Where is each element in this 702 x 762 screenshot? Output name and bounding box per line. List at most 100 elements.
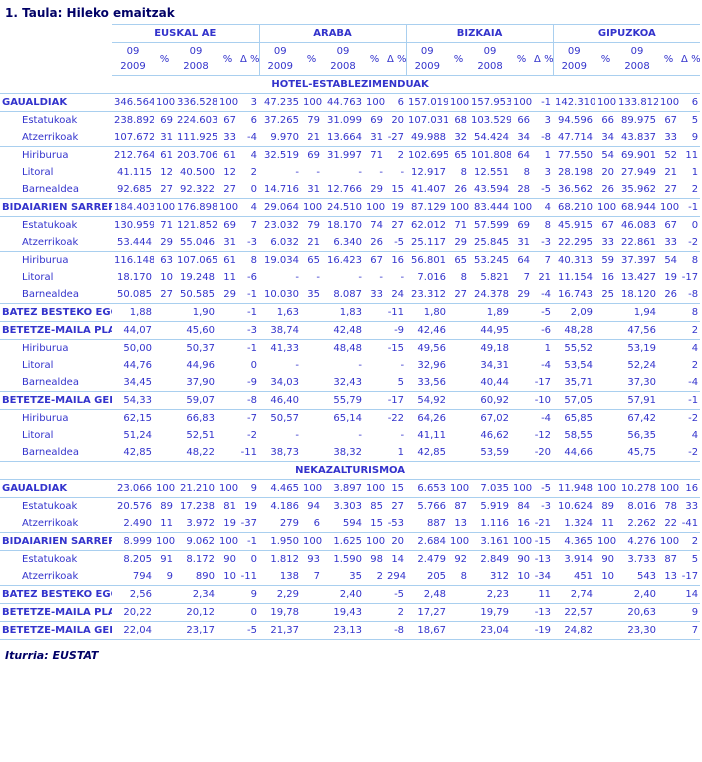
subcolumn-header-line: Δ % [240,53,260,65]
cell: 19,78 [259,603,302,622]
cell: 50.085 [112,286,154,304]
cell [511,621,533,640]
cell: 32,96 [417,360,447,371]
table-row: BETETZE-MAILA GELAKA22,04 23,17 -521,37 23,… [0,621,701,640]
cell: 65,85 [564,413,594,424]
table-row: Atzerrikoak 107.672 31 111.925 33 -4 9.970 21 13… [0,129,701,147]
cell: 85 [370,501,384,512]
cell: 56.801 [411,255,447,266]
cell: 33 [364,286,386,304]
cell: 8 [460,272,468,283]
cell: 10.624 [558,501,594,512]
cell: 48,48 [333,343,363,354]
cell: 16 [511,515,533,533]
cell: 46,40 [259,391,302,410]
cell: 2,34 [175,585,217,604]
cell: 21,37 [259,621,302,640]
cell: 11.948 [553,479,596,498]
cell: 100 [511,532,533,551]
cell: 100 [154,479,175,498]
cell: 49.988 [406,129,449,147]
cell: 1.116 [469,515,512,533]
cell: 4 [532,198,554,217]
table-row: BATEZ BESTEKO EGONALDIA1,88 1,90 -11,63 1,8… [0,303,701,322]
cell [511,340,532,358]
cell: 451 [553,568,596,586]
cell [301,444,323,462]
cell: 31.997 [327,150,363,161]
cell [511,374,533,392]
cell [658,374,680,392]
cell [364,391,386,410]
subcolumn-header-line: 09 [630,46,644,57]
cell: -6 [247,272,258,283]
cell: 279 [259,515,302,533]
cell: 67,02 [480,413,510,424]
cell: 11 [154,515,175,533]
group-header-gipuzkoa: GIPUZKOA [552,24,701,43]
cell [448,444,470,462]
cell: 37.397 [621,255,657,266]
group-header-araba: ARABA [258,24,407,43]
cell: 8 [460,167,468,178]
cell: 13.427 [621,272,657,283]
cell: 45,60 [175,321,217,340]
row-label: Atzerrikoak [0,234,112,252]
cell [301,340,322,358]
cell: 67 [601,220,615,231]
cell: 6 [385,93,407,112]
cell: 1 [544,343,552,354]
table-row: BETETZE-MAILA GELAKA54,33 59,07 -846,40 55,… [0,391,701,410]
cell: 55,52 [564,343,594,354]
cell: 20,22 [112,603,154,622]
row-label: Hiriburua [22,150,69,161]
cell: - [358,430,363,441]
cell: 90 [223,554,236,565]
cell: -17 [532,374,554,392]
subcolumn-header: % [364,42,386,76]
cell [154,410,175,428]
cell: 100 [364,532,386,551]
cell: 90 [517,554,531,565]
cell: -12 [534,430,552,441]
cell: 20 [385,532,407,551]
subcolumn-header: 09 2009 [112,42,154,76]
table-row: BIDAIARIEN SARRERAK184.403100176.8981004… [0,198,701,217]
cell: 100 [217,93,238,112]
cell: 1,88 [112,303,154,322]
cell [154,603,175,622]
cell: 19,43 [322,603,365,622]
cell [217,374,238,392]
cell: -4 [679,374,701,392]
table-row: Hiriburua 62,15 66,83 -7 50,57 65,14 -22 64,26 6… [0,410,700,428]
cell [658,621,680,640]
cell: 32 [448,129,470,147]
cell: -19 [532,621,554,640]
cell: 31 [364,129,386,147]
cell: 16.423 [327,255,363,266]
cell: - [379,167,384,178]
cell: -9 [238,374,260,392]
cell [658,410,679,428]
cell: 10 [595,568,617,586]
cell: - [295,272,300,283]
cell [448,391,470,410]
cell: 6 [679,93,701,112]
cell: 64,26 [417,413,447,424]
cell: 6.340 [322,234,365,252]
cell: 100 [364,198,386,217]
cell: 31 [301,181,323,199]
cell: 92 [454,554,468,565]
cell: 1,90 [175,303,217,322]
cell: 21 [301,129,323,147]
cell [301,303,323,322]
cell: 100 [658,532,680,551]
cell: 55,79 [322,391,365,410]
cell: 176.898 [175,198,217,217]
row-label: Atzerrikoak [0,515,112,533]
subcolumn-header-line: 09 [336,46,350,57]
cell: - [295,360,300,371]
cell: 101.808 [471,150,512,161]
cell: 14 [391,554,405,565]
cell: 77.550 [558,150,594,161]
